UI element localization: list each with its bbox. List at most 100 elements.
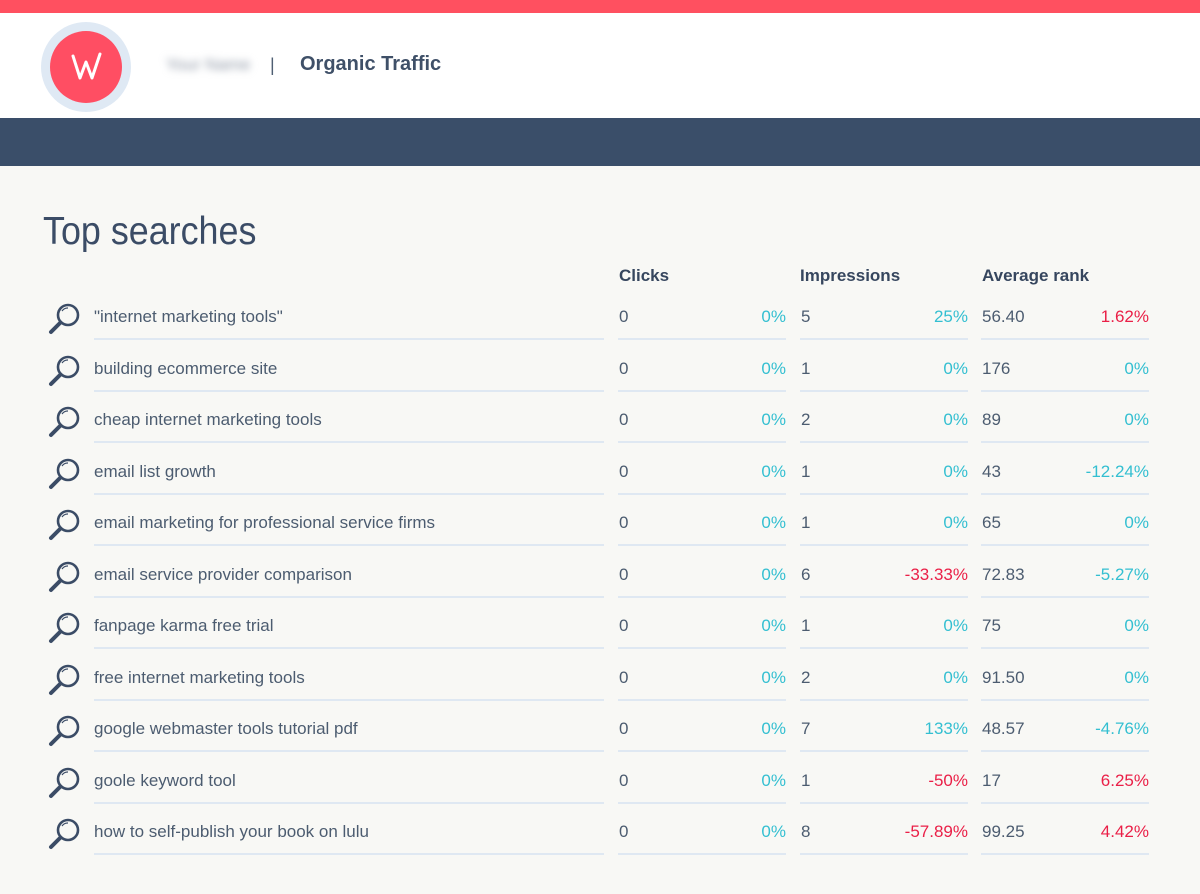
clicks-change: 0% — [761, 307, 786, 326]
row-divider — [94, 647, 604, 649]
row-divider — [981, 389, 1149, 392]
query-text: google webmaster tools tutorial pdf — [94, 719, 358, 738]
rank-change: 6.25% — [1100, 770, 1149, 790]
content-panel — [4, 166, 1196, 894]
w-logo-icon — [50, 31, 122, 103]
row-divider — [618, 801, 786, 804]
table-row[interactable]: cheap internet marketing tools 0 0% 2 0% 89 0% — [0, 403, 1200, 455]
page-label: Organic Traffic — [300, 53, 442, 75]
impressions-change: 0% — [943, 410, 968, 429]
impressions-value: 2 — [801, 410, 811, 429]
impressions-change: -33.33% — [904, 564, 968, 584]
clicks-change: 0% — [761, 513, 786, 532]
search-icon — [48, 507, 84, 541]
query-text: "internet marketing tools" — [94, 307, 283, 326]
table-row[interactable]: building ecommerce site 0 0% 1 0% 176 0% — [0, 352, 1200, 404]
row-divider — [94, 389, 604, 392]
rank-change: 0% — [1124, 667, 1149, 687]
row-divider — [618, 441, 786, 443]
table-row[interactable]: email list growth 0 0% 1 0% 43 -12.24% — [0, 455, 1200, 507]
account-name: Your Name — [166, 55, 251, 74]
impressions-change: 25% — [933, 307, 968, 326]
row-divider — [981, 338, 1149, 340]
search-icon — [48, 816, 84, 850]
row-divider — [94, 698, 604, 701]
impressions-value: 2 — [801, 667, 811, 687]
rank-change: 0% — [1124, 513, 1149, 532]
table-row[interactable]: how to self-publish your book on lulu 0 0%… — [0, 815, 1200, 867]
impressions-change: 133% — [924, 719, 968, 738]
query-text: fanpage karma free trial — [94, 616, 274, 635]
clicks-change: 0% — [761, 616, 786, 635]
rank-change: 1.62% — [1100, 307, 1149, 326]
search-icon — [48, 713, 84, 747]
rank-value: 48.57 — [982, 719, 1025, 738]
rank-value: 91.50 — [982, 667, 1025, 687]
row-divider — [981, 698, 1149, 701]
row-divider — [618, 338, 786, 340]
row-divider — [981, 595, 1149, 598]
impressions-value: 1 — [801, 461, 811, 481]
table-row[interactable]: "internet marketing tools" 0 0% 5 25% 56.40 1.… — [0, 300, 1200, 352]
clicks-change: 0% — [761, 358, 786, 378]
row-divider — [94, 853, 604, 855]
row-divider — [618, 492, 786, 495]
search-icon — [48, 559, 84, 593]
rank-change: 0% — [1124, 616, 1149, 635]
clicks-value: 0 — [619, 307, 629, 326]
clicks-change: 0% — [761, 410, 786, 429]
impressions-change: 0% — [943, 667, 968, 687]
table-row[interactable]: email marketing for professional service… — [0, 506, 1200, 558]
column-header-rank: Average rank — [982, 266, 1090, 285]
clicks-change: 0% — [761, 667, 786, 687]
row-divider — [94, 492, 604, 495]
query-text: email marketing for professional service… — [94, 513, 436, 532]
column-header-impressions: Impressions — [800, 266, 901, 285]
rank-value: 43 — [982, 461, 1001, 481]
impressions-change: 0% — [943, 513, 968, 532]
row-divider — [94, 441, 604, 443]
query-text: goole keyword tool — [94, 770, 236, 790]
header: Your Name | Organic Traffic — [0, 13, 1200, 118]
logo[interactable] — [41, 22, 131, 112]
clicks-change: 0% — [761, 770, 786, 790]
impressions-change: -50% — [928, 770, 968, 790]
row-divider — [800, 750, 968, 752]
row-divider — [981, 441, 1149, 443]
row-divider — [981, 853, 1149, 855]
table-row[interactable]: fanpage karma free trial 0 0% 1 0% 75 0% — [0, 609, 1200, 661]
table-row[interactable]: google webmaster tools tutorial pdf 0 0% 7 1… — [0, 712, 1200, 764]
clicks-value: 0 — [619, 461, 629, 481]
search-icon — [48, 456, 84, 490]
table-row[interactable]: email service provider comparison 0 0% 6 -33… — [0, 558, 1200, 610]
header-divider: | — [270, 55, 275, 75]
rank-value: 99.25 — [982, 822, 1025, 841]
clicks-value: 0 — [619, 513, 629, 532]
rank-change: -12.24% — [1085, 461, 1149, 481]
rank-value: 176 — [982, 358, 1011, 378]
clicks-value: 0 — [619, 564, 629, 584]
impressions-value: 1 — [801, 616, 811, 635]
row-divider — [800, 853, 968, 855]
rank-value: 89 — [982, 410, 1001, 429]
clicks-value: 0 — [619, 616, 629, 635]
impressions-value: 6 — [801, 564, 811, 584]
row-divider — [94, 750, 604, 752]
row-divider — [800, 492, 968, 495]
impressions-value: 8 — [801, 822, 811, 841]
impressions-value: 5 — [801, 307, 811, 326]
rank-value: 56.40 — [982, 307, 1025, 326]
impressions-change: 0% — [943, 358, 968, 378]
table-row[interactable]: goole keyword tool 0 0% 1 -50% 17 6.25% — [0, 764, 1200, 816]
query-text: free internet marketing tools — [94, 667, 305, 687]
rank-change: 4.42% — [1100, 822, 1149, 841]
table-row[interactable]: free internet marketing tools 0 0% 2 0% 91.50… — [0, 661, 1200, 713]
search-icon — [48, 662, 84, 696]
row-divider — [94, 595, 604, 598]
rank-value: 65 — [982, 513, 1001, 532]
row-divider — [800, 595, 968, 598]
rank-change: -5.27% — [1095, 564, 1149, 584]
row-divider — [618, 595, 786, 598]
clicks-change: 0% — [761, 822, 786, 841]
row-divider — [981, 544, 1149, 546]
